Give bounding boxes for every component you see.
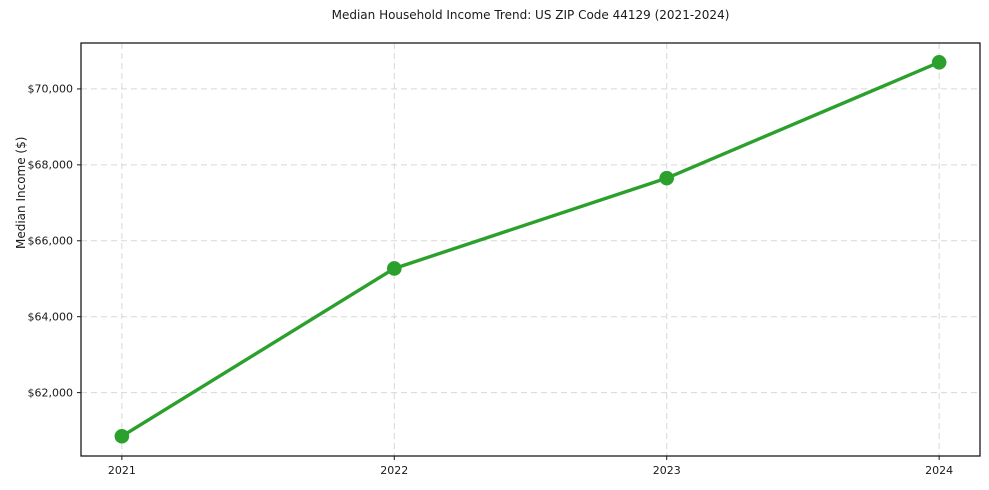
y-tick-label: $68,000: [28, 159, 74, 172]
series-line: [120, 60, 941, 438]
chart-title: Median Household Income Trend: US ZIP Co…: [331, 8, 730, 22]
data-point-marker: [931, 55, 947, 70]
x-tick-label: 2024: [925, 464, 953, 477]
data-point-marker: [659, 170, 675, 186]
y-tick-label: $66,000: [28, 235, 74, 248]
plot-border: [80, 42, 981, 457]
x-tick-label: 2021: [108, 464, 136, 477]
y-tick-label: $70,000: [28, 83, 74, 96]
x-tick-label: 2022: [380, 464, 408, 477]
y-tick-label: $62,000: [28, 386, 74, 399]
data-point-marker: [114, 428, 130, 444]
data-point-marker: [386, 261, 402, 276]
y-tick-label: $64,000: [28, 310, 74, 323]
x-tick-label: 2023: [653, 464, 681, 477]
